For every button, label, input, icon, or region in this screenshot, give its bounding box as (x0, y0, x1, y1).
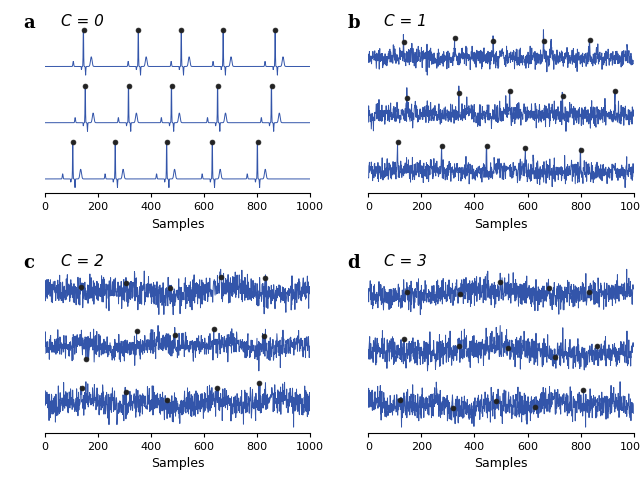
Text: C = 2: C = 2 (61, 254, 104, 269)
Text: d: d (347, 254, 360, 272)
Text: c: c (24, 254, 35, 272)
X-axis label: Samples: Samples (474, 218, 528, 230)
Text: C = 1: C = 1 (384, 14, 427, 29)
X-axis label: Samples: Samples (150, 457, 204, 470)
X-axis label: Samples: Samples (150, 218, 204, 230)
Text: a: a (24, 14, 35, 32)
Text: b: b (347, 14, 360, 32)
Text: C = 0: C = 0 (61, 14, 104, 29)
X-axis label: Samples: Samples (474, 457, 528, 470)
Text: C = 3: C = 3 (384, 254, 427, 269)
